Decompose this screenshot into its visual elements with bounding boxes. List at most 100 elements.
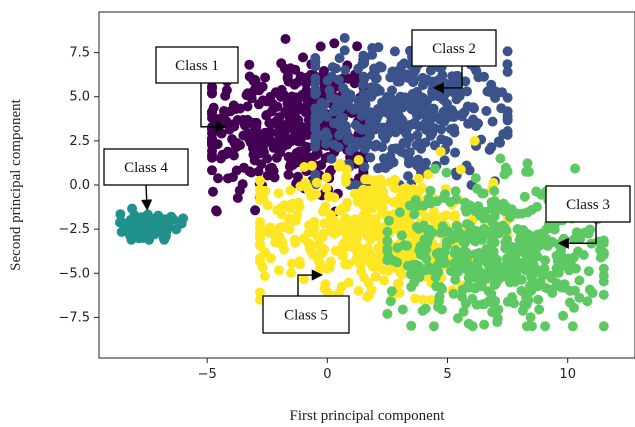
data-point xyxy=(310,123,321,134)
data-point xyxy=(489,279,500,290)
data-point xyxy=(314,256,324,267)
data-point xyxy=(310,78,321,89)
data-point xyxy=(428,107,439,118)
data-point xyxy=(390,127,401,138)
data-point xyxy=(558,233,569,244)
data-point xyxy=(568,252,579,263)
data-point xyxy=(220,149,231,160)
data-point xyxy=(276,58,287,69)
data-point xyxy=(463,318,474,329)
data-point xyxy=(397,304,408,315)
data-point xyxy=(274,265,284,276)
data-point xyxy=(425,185,436,196)
data-point xyxy=(474,230,485,241)
callout-box xyxy=(545,185,631,223)
x-tick-label: 0 xyxy=(323,367,331,382)
data-point xyxy=(400,69,411,80)
data-point xyxy=(299,162,310,172)
data-point xyxy=(479,298,490,309)
data-point xyxy=(522,207,533,218)
data-point xyxy=(359,138,369,149)
callout-label: Class 2 xyxy=(432,41,476,57)
data-point xyxy=(570,163,581,174)
data-point xyxy=(157,217,168,228)
data-point xyxy=(469,283,480,294)
callout-arrow xyxy=(141,184,153,211)
data-point xyxy=(207,150,217,161)
data-point xyxy=(346,102,357,113)
data-point xyxy=(439,155,450,166)
data-point xyxy=(287,258,297,269)
data-point xyxy=(425,130,436,141)
data-point xyxy=(414,272,425,283)
data-point xyxy=(220,90,231,101)
data-point xyxy=(329,228,340,239)
data-point xyxy=(242,101,253,112)
data-point xyxy=(315,41,326,52)
data-point xyxy=(474,248,485,258)
data-point xyxy=(396,188,407,199)
data-point xyxy=(331,102,342,113)
callout-arrow xyxy=(432,66,463,94)
data-point xyxy=(565,285,576,296)
data-point xyxy=(250,205,261,216)
data-point xyxy=(382,235,393,246)
data-point xyxy=(345,89,356,100)
data-point xyxy=(260,72,271,83)
data-point xyxy=(158,232,169,243)
data-point xyxy=(238,114,249,125)
callout-box xyxy=(262,295,350,334)
data-point xyxy=(349,188,360,199)
data-point xyxy=(178,213,189,224)
data-point xyxy=(290,215,301,226)
data-point xyxy=(317,206,328,217)
data-point xyxy=(285,136,296,147)
data-point xyxy=(477,188,488,199)
data-point xyxy=(329,118,339,129)
callout-label: Class 4 xyxy=(124,160,168,176)
data-point xyxy=(507,292,518,303)
data-point xyxy=(127,203,138,214)
data-point xyxy=(321,127,331,138)
data-point xyxy=(489,186,500,196)
x-tick-label: 10 xyxy=(559,367,576,382)
y-tick-label: −2.5 xyxy=(58,222,90,237)
data-point xyxy=(208,186,218,197)
data-point xyxy=(388,255,399,266)
data-point xyxy=(404,154,415,165)
data-point xyxy=(325,256,336,267)
callout-label: Class 5 xyxy=(284,308,328,324)
data-point xyxy=(392,66,403,77)
data-point xyxy=(298,52,308,63)
data-point xyxy=(326,71,337,82)
data-point xyxy=(399,58,410,69)
data-point xyxy=(255,194,265,205)
data-point xyxy=(207,81,217,92)
data-point xyxy=(587,288,598,298)
data-point xyxy=(437,221,448,232)
data-point xyxy=(260,247,271,258)
data-point xyxy=(317,106,328,117)
data-point xyxy=(448,288,459,299)
data-point xyxy=(377,162,388,173)
data-point xyxy=(213,173,223,184)
callout-box xyxy=(411,29,497,67)
data-point xyxy=(310,103,321,114)
data-point xyxy=(136,214,147,225)
y-tick-label: −5.0 xyxy=(58,266,90,281)
data-point xyxy=(598,276,609,287)
data-point xyxy=(471,299,482,310)
callout-class-2: Class 2 xyxy=(411,29,497,94)
callout-label: Class 3 xyxy=(566,197,610,213)
data-point xyxy=(276,84,287,95)
data-point xyxy=(270,101,281,112)
data-point xyxy=(489,237,500,248)
data-point xyxy=(383,121,394,132)
data-point xyxy=(385,296,396,307)
callout-arrow xyxy=(557,222,597,249)
data-point xyxy=(260,185,271,196)
data-point xyxy=(410,293,421,304)
data-point xyxy=(582,296,593,307)
data-point xyxy=(340,177,351,188)
data-point xyxy=(370,192,381,203)
